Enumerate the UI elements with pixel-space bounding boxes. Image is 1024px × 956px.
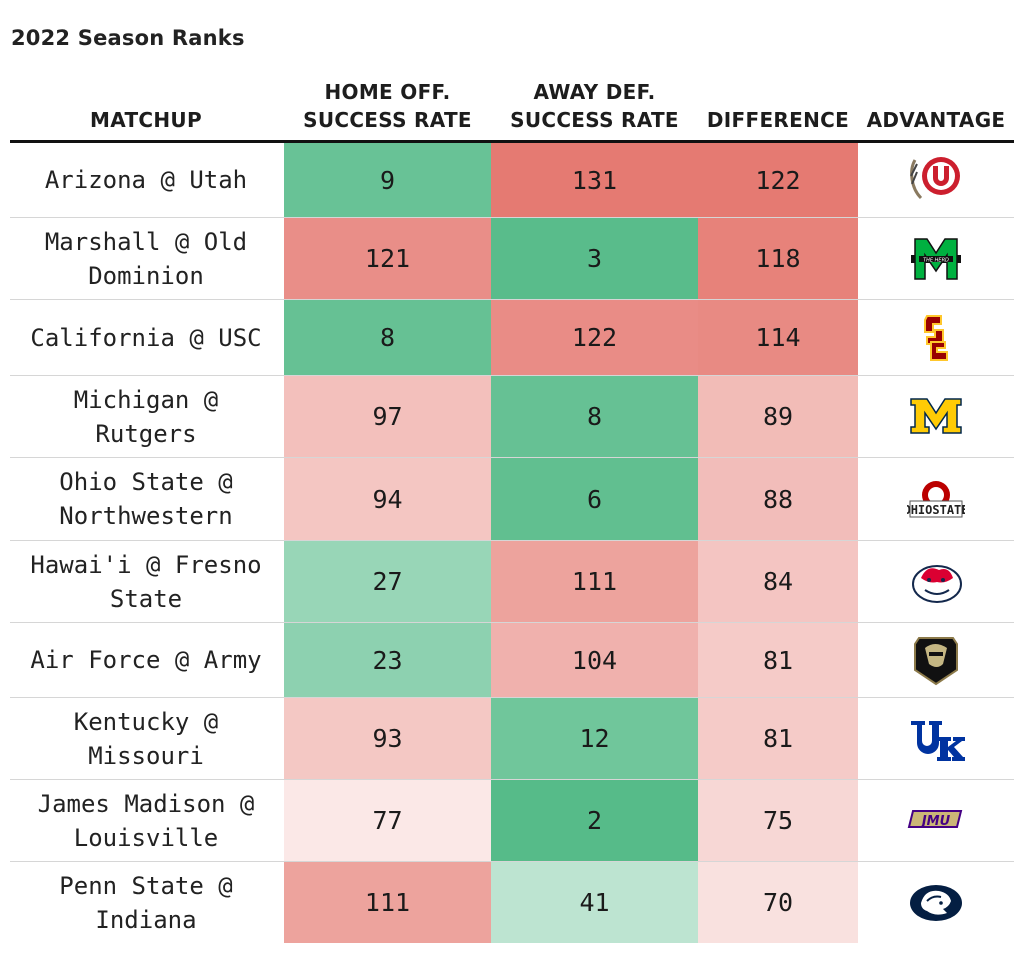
away-def-cell: 122 <box>491 300 698 375</box>
header-home-off: HOME OFF. SUCCESS RATE <box>303 80 472 132</box>
matchup-cell: Hawai'i @ Fresno State <box>30 550 262 613</box>
matchup-cell: Michigan @ Rutgers <box>73 385 219 448</box>
table-row: Air Force @ Army 23 104 81 <box>10 623 1014 697</box>
table-subtitle: 2022 Season Ranks <box>11 26 245 50</box>
away-def-cell: 41 <box>491 862 698 943</box>
difference-cell: 118 <box>698 218 858 299</box>
difference-cell: 81 <box>698 698 858 779</box>
matchup-cell: Ohio State @ Northwestern <box>59 468 233 530</box>
svg-text:THE HERD: THE HERD <box>923 257 949 263</box>
matchup-cell: Air Force @ Army <box>30 646 262 674</box>
home-off-cell: 9 <box>284 143 491 217</box>
row-divider <box>10 457 1014 458</box>
difference-cell: 84 <box>698 541 858 622</box>
table-row: Ohio State @ Northwestern 94 6 88 OHIOSTATE <box>10 458 1014 540</box>
table-row: Michigan @ Rutgers 97 8 89 <box>10 376 1014 457</box>
difference-cell: 122 <box>698 143 858 217</box>
table-row: James Madison @ Louisville 77 2 75 JMU <box>10 780 1014 861</box>
difference-cell: 81 <box>698 623 858 697</box>
home-off-cell: 8 <box>284 300 491 375</box>
kentucky-logo-icon <box>860 698 1012 779</box>
fresno-state-logo-icon <box>860 541 1012 622</box>
header-rule <box>10 140 1014 143</box>
row-divider <box>10 217 1014 218</box>
jmu-logo-icon: JMU <box>860 780 1012 861</box>
away-def-cell: 111 <box>491 541 698 622</box>
difference-cell: 89 <box>698 376 858 457</box>
header-difference: DIFFERENCE <box>706 108 850 132</box>
home-off-cell: 93 <box>284 698 491 779</box>
difference-cell: 75 <box>698 780 858 861</box>
home-off-cell: 121 <box>284 218 491 299</box>
table-row: Kentucky @ Missouri 93 12 81 <box>10 698 1014 779</box>
header-advantage: ADVANTAGE <box>866 108 1006 132</box>
row-divider <box>10 861 1014 862</box>
away-def-cell: 2 <box>491 780 698 861</box>
home-off-cell: 23 <box>284 623 491 697</box>
row-divider <box>10 299 1014 300</box>
header-away-def: AWAY DEF. SUCCESS RATE <box>510 80 679 132</box>
table-row: Arizona @ Utah 9 131 122 <box>10 143 1014 217</box>
michigan-logo-icon <box>860 376 1012 457</box>
header-matchup: MATCHUP <box>90 108 202 132</box>
row-divider <box>10 779 1014 780</box>
table-row: Hawai'i @ Fresno State 27 111 84 <box>10 541 1014 622</box>
difference-cell: 88 <box>698 458 858 540</box>
matchup-cell: Kentucky @ Missouri <box>73 707 219 770</box>
row-divider <box>10 622 1014 623</box>
row-divider <box>10 540 1014 541</box>
svg-text:JMU: JMU <box>919 814 951 829</box>
away-def-cell: 8 <box>491 376 698 457</box>
penn-state-logo-icon <box>860 862 1012 943</box>
table-row: Marshall @ Old Dominion 121 3 118 THE HERD <box>10 218 1014 299</box>
marshall-logo-icon: THE HERD <box>860 218 1012 299</box>
army-logo-icon <box>860 623 1012 697</box>
difference-cell: 70 <box>698 862 858 943</box>
table-row: California @ USC 8 122 114 <box>10 300 1014 375</box>
matchup-cell: California @ USC <box>30 323 262 352</box>
home-off-cell: 94 <box>284 458 491 540</box>
matchup-cell: Arizona @ Utah <box>44 166 248 194</box>
difference-cell: 114 <box>698 300 858 375</box>
ohio-state-logo-icon: OHIOSTATE <box>860 458 1012 540</box>
row-divider <box>10 375 1014 376</box>
home-off-cell: 97 <box>284 376 491 457</box>
away-def-cell: 104 <box>491 623 698 697</box>
away-def-cell: 131 <box>491 143 698 217</box>
home-off-cell: 77 <box>284 780 491 861</box>
matchup-cell: Penn State @ Indiana <box>59 871 233 934</box>
away-def-cell: 12 <box>491 698 698 779</box>
matchup-cell: James Madison @ Louisville <box>37 789 255 852</box>
usc-logo-icon <box>860 300 1012 375</box>
row-divider <box>10 697 1014 698</box>
table-row: Penn State @ Indiana 111 41 70 <box>10 862 1014 943</box>
matchup-cell: Marshall @ Old Dominion <box>44 227 248 290</box>
away-def-cell: 6 <box>491 458 698 540</box>
away-def-cell: 3 <box>491 218 698 299</box>
svg-text:OHIOSTATE: OHIOSTATE <box>907 503 965 517</box>
utah-logo-icon <box>860 143 1012 217</box>
home-off-cell: 111 <box>284 862 491 943</box>
home-off-cell: 27 <box>284 541 491 622</box>
